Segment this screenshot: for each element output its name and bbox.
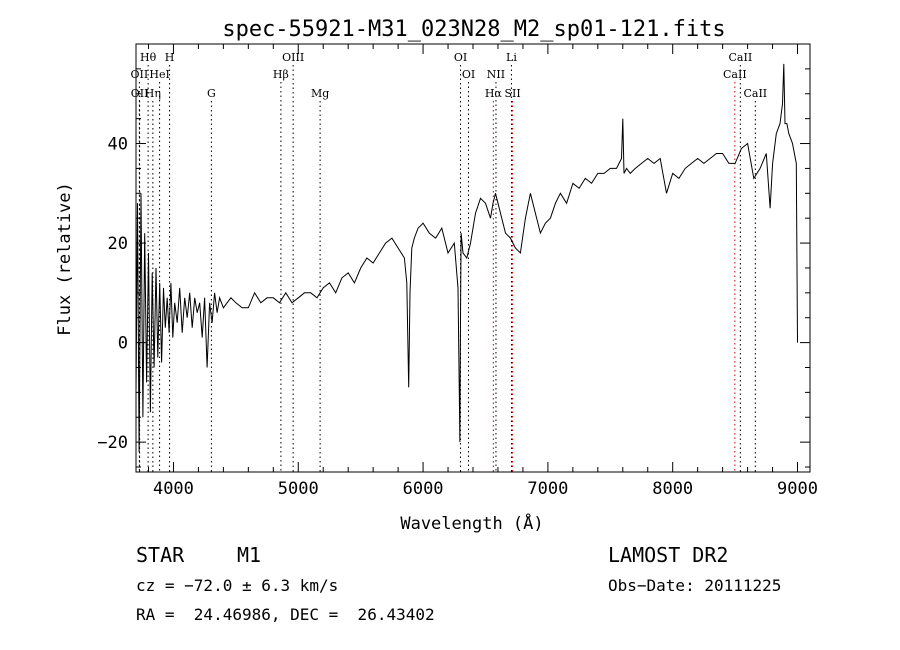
y-axis-label: Flux (relative) (55, 182, 75, 336)
line-marker-label: CaII (743, 87, 767, 100)
line-marker-label: Mg (311, 87, 329, 100)
x-tick-label: 8000 (652, 479, 693, 499)
line-marker-label: OIII (282, 51, 304, 64)
x-tick-label: 5000 (278, 479, 319, 499)
line-marker-label: OI (454, 51, 467, 64)
x-tick-label: 6000 (403, 479, 444, 499)
line-marker-label: Li (506, 51, 517, 64)
line-marker-label: NII (487, 68, 505, 81)
line-marker-label: SII (504, 87, 520, 100)
line-marker-label: HeI (149, 68, 169, 81)
y-tick-label: 40 (108, 135, 128, 155)
x-tick-label: 4000 (153, 479, 194, 499)
line-marker-label: Hθ (140, 51, 157, 64)
x-axis-label: Wavelength (Å) (400, 512, 543, 534)
chart-title: spec-55921-M31_023N28_M2_sp01-121.fits (222, 17, 725, 42)
object-class: STAR (136, 543, 185, 567)
observation-date: Obs−Date: 20111225 (608, 576, 782, 595)
y-tick-label: 0 (118, 334, 128, 354)
x-tick-label: 7000 (527, 479, 568, 499)
plot-frame (135, 43, 811, 473)
x-axis: 4000 5000 6000 7000 8000 9000 (147, 44, 818, 499)
object-subclass: M1 (237, 543, 262, 567)
line-marker-label: Hη (145, 87, 161, 100)
redshift-velocity: cz = −72.0 ± 6.3 km/s (136, 576, 339, 595)
line-marker-label: G (207, 87, 216, 100)
coordinates: RA = 24.46986, DEC = 26.43402 (136, 605, 435, 624)
line-marker-label: OI (462, 68, 475, 81)
survey-name: LAMOST DR2 (608, 543, 729, 567)
line-marker-label: Hα (485, 87, 503, 100)
spectrum-series-line (135, 63, 798, 453)
y-tick-label: 20 (108, 234, 128, 254)
line-marker-label: OII (131, 68, 149, 81)
x-tick-label: 9000 (777, 479, 818, 499)
y-axis: −20 0 20 40 (97, 68, 810, 468)
line-marker-label: Hβ (273, 68, 289, 81)
line-marker-label: CaII (729, 51, 753, 64)
spectral-line-markers (138, 65, 756, 472)
y-tick-label: −20 (97, 433, 128, 453)
line-marker-label: H (165, 51, 175, 64)
line-marker-label: CaII (723, 68, 747, 81)
